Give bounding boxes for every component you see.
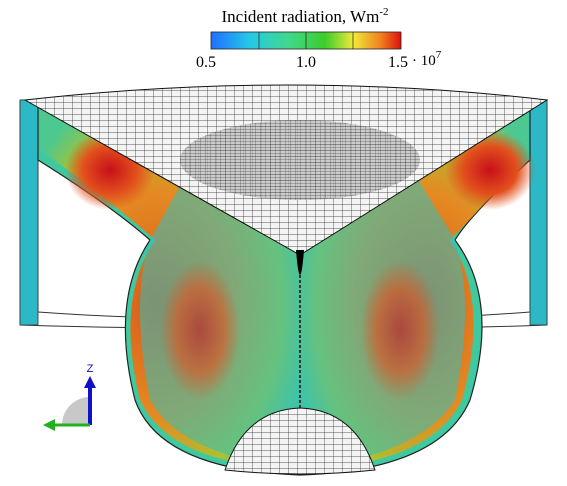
colorbar-multiplier: · 107 [412, 49, 442, 69]
mesh-dense [180, 120, 420, 200]
multiplier: · 10 [412, 53, 436, 69]
colorbar-tick: 0.5 [196, 54, 216, 71]
tip [296, 250, 304, 275]
colorbar-tick: 1.0 [296, 54, 316, 71]
y-arrowhead [43, 419, 55, 431]
triad-disk [62, 397, 90, 425]
z-arrowhead [84, 376, 96, 388]
bottom-mesh [224, 407, 376, 475]
multiplier-exponent: 7 [436, 49, 442, 61]
hot-spot-left-lower [160, 260, 240, 400]
title-superscript: -2 [379, 6, 388, 18]
title-text: Incident radiation, Wm [221, 7, 379, 26]
colorbar-title: Incident radiation, Wm-2 [221, 6, 388, 26]
colorbar-tick: 1.5 [388, 54, 408, 71]
right-wall [529, 99, 548, 326]
z-label: Z [87, 363, 94, 375]
hot-spot-right-lower [360, 260, 440, 400]
colorbar-dividers [258, 32, 354, 49]
left-wall [19, 99, 39, 326]
